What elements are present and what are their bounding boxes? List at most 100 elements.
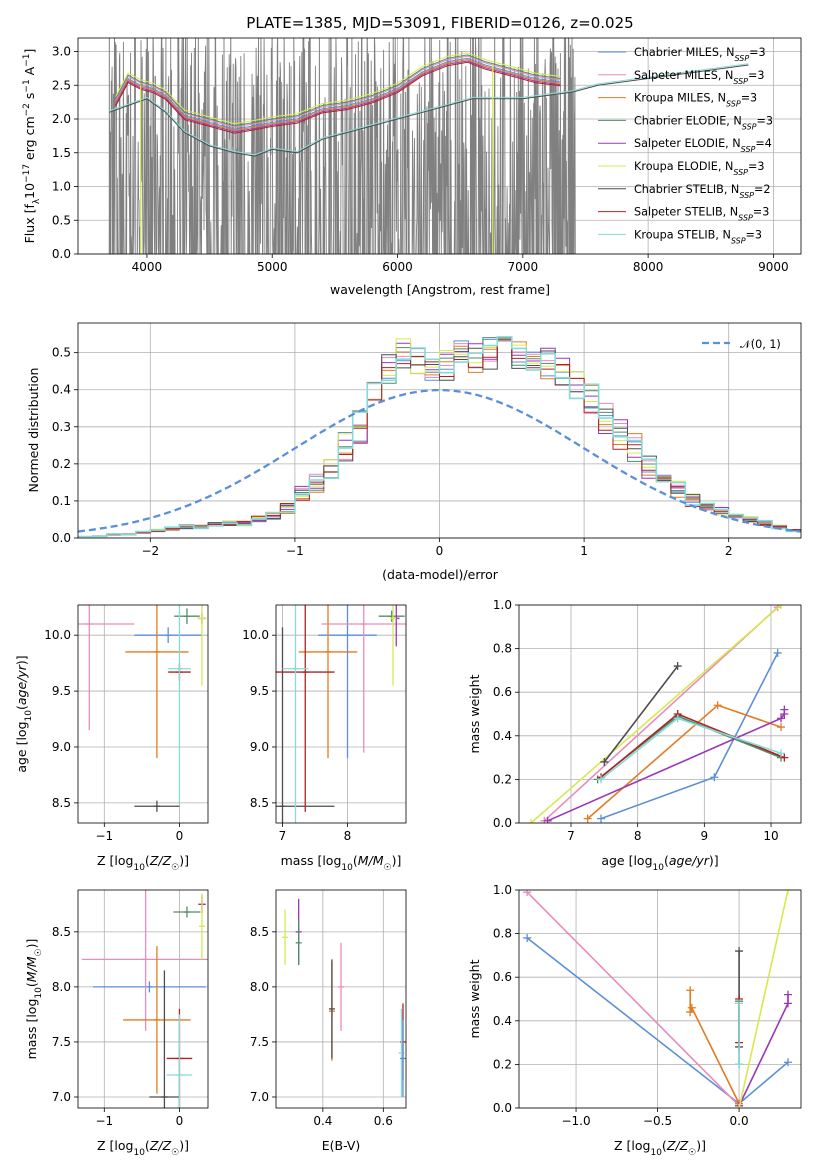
legend-text: Kroupa MILES, N: [634, 92, 726, 105]
label-part: age/yr: [669, 853, 710, 868]
label-part: Z [log: [614, 1138, 650, 1153]
y-axis-label: mass weight: [467, 959, 482, 1038]
plus-marker: [710, 773, 719, 782]
y-tick-label: 0.1: [52, 494, 71, 508]
y-tick-label: 1.0: [493, 598, 512, 612]
y-axis-label: Flux [fλ10−17 erg cm−2 s−1 A−1]: [22, 49, 42, 244]
axes-frame: [518, 604, 802, 824]
plus-marker: [686, 986, 695, 995]
x-tick-label: −2: [141, 544, 159, 558]
y-tick-label: 2.5: [52, 78, 71, 92]
label-part: 10: [22, 183, 37, 199]
label-part: 10: [650, 1148, 662, 1158]
y-tick-label: 0.4: [493, 729, 512, 743]
y-tick-label: 0.6: [493, 685, 512, 699]
legend-text: Chabrier MILES, N: [634, 46, 734, 59]
label-part: s: [22, 93, 37, 104]
label-part: Z [log: [97, 853, 133, 868]
x-tick-label: 0: [436, 544, 444, 558]
label-part: 10: [653, 863, 665, 873]
label-part: 10: [133, 1148, 145, 1158]
legend-value: =3: [746, 228, 763, 241]
panel-weight_vs_Z: −1.0 −0.5 0.0 0.0 0.2 0.4 0.6 0.8 1.0: [493, 883, 802, 1128]
label-part: wavelength [Angstrom, rest frame]: [330, 282, 550, 297]
x-axis-label: mass [log10(M/M☉)]: [281, 853, 402, 873]
legend-entry: Chabrier ELODIE, NSSP=3: [634, 114, 773, 130]
x-tick-label: 7: [567, 829, 575, 843]
label-part: E(B-V): [322, 1138, 361, 1153]
y-tick-label: 0.0: [493, 1101, 512, 1115]
model-curve: [115, 55, 561, 128]
plus-marker: [777, 714, 785, 723]
y-tick-label: 0.8: [493, 642, 512, 656]
plus-marker: [735, 1104, 744, 1108]
plus-marker: [523, 933, 532, 942]
label-part: ☉: [688, 1148, 696, 1158]
weight-line: [526, 891, 740, 1107]
label-part: (: [14, 705, 29, 710]
panel-mass_vs_EBV: 0.4 0.6 7.0 7.5 8.0 8.5: [250, 889, 407, 1128]
legend-value: =3: [753, 206, 770, 219]
y-tick-label: 0.2: [52, 457, 71, 471]
x-tick-label: 2: [725, 544, 733, 558]
panel-residuals: −2 −1 0 1 2 0.0 0.1 0.2 0.3 0.4 0.5: [52, 322, 802, 558]
legend-text: Salpeter STELIB, N: [634, 206, 738, 219]
legend-value: =3: [756, 114, 773, 127]
y-tick-label: 1.0: [52, 180, 71, 194]
x-tick-label: 8: [634, 829, 642, 843]
plus-marker: [527, 819, 535, 823]
axes-frame: [518, 889, 802, 1109]
legend-entry: Salpeter STELIB, NSSP=3: [634, 206, 769, 223]
gaussian-curve: [78, 388, 801, 533]
plot-area: [78, 605, 207, 812]
label-part: )]: [179, 853, 189, 868]
y-tick-label: 9.5: [250, 684, 269, 698]
label-part: λ: [32, 198, 42, 204]
y-axis-label: age [log10(age/yr)]: [14, 655, 34, 772]
x-axis-label: E(B-V): [322, 1138, 361, 1153]
x-tick-label: −1: [95, 829, 113, 843]
x-tick-label: 0.4: [313, 1114, 332, 1128]
x-tick-label: 1: [580, 544, 588, 558]
y-tick-label: 8.0: [250, 980, 269, 994]
legend-text: Chabrier STELIB, N: [634, 183, 739, 196]
legend-text: Kroupa STELIB, N: [634, 228, 731, 241]
legend-entry: Salpeter ELODIE, NSSP=4: [634, 137, 772, 154]
legend-value: =3: [748, 69, 765, 82]
y-tick-label: 0.0: [52, 247, 71, 261]
y-tick-label: 0.4: [493, 1014, 512, 1028]
x-axis-label: (data-model)/error: [382, 567, 499, 582]
x-tick-label: 5000: [257, 260, 288, 274]
plus-marker: [687, 1003, 696, 1012]
legend-value: =3: [741, 92, 758, 105]
y-axis-label: Normed distribution: [26, 368, 41, 493]
y-tick-label: 10.0: [242, 628, 269, 642]
data-spectrum: [108, 38, 576, 254]
x-tick-label: 7: [279, 829, 287, 843]
weight-line: [603, 665, 679, 763]
legend-entry: Kroupa MILES, NSSP=3: [634, 92, 757, 109]
plus-marker: [597, 775, 605, 784]
plus-marker: [713, 701, 722, 710]
legend-text: Salpeter MILES, N: [634, 69, 733, 82]
x-tick-label: 6000: [382, 260, 413, 274]
axes-frame: [77, 37, 802, 255]
model-curve: [115, 59, 561, 132]
plus-marker: [783, 990, 792, 999]
legend-sub: SSP: [731, 236, 746, 245]
plus-marker: [777, 605, 785, 609]
plus-marker: [773, 648, 782, 657]
x-axis-label: Z [log10(Z/Z☉)]: [97, 1138, 189, 1158]
legend-sub: SSP: [733, 76, 748, 85]
y-tick-label: 0.8: [493, 927, 512, 941]
y-tick-label: 0.4: [52, 383, 71, 397]
x-tick-label: −1: [95, 1114, 113, 1128]
y-axis-label: mass [log10(M/M☉)]: [24, 939, 44, 1060]
y-tick-label: 0.2: [493, 1057, 512, 1071]
label-part: age/yr: [14, 664, 29, 705]
label-part: −1: [22, 79, 32, 92]
panel-age_vs_mass: 7 8 8.5 9.0 9.5 10.0: [242, 604, 407, 843]
x-tick-label: 0.6: [374, 1114, 393, 1128]
plus-marker: [735, 947, 744, 956]
legend-value: =2: [754, 183, 771, 196]
